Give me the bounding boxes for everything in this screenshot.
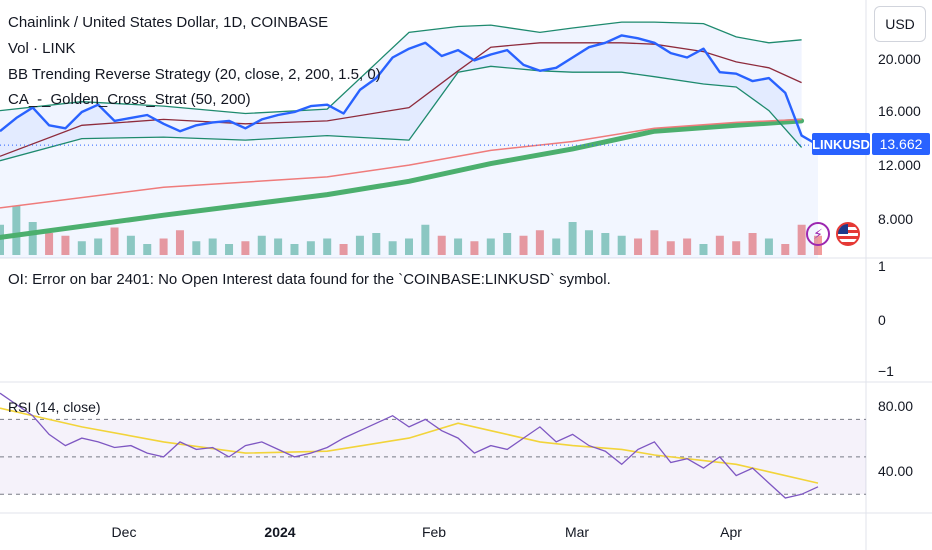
volume-bar — [241, 241, 250, 255]
volume-bar — [290, 244, 299, 255]
volume-bar — [666, 241, 675, 255]
volume-bar — [175, 230, 184, 255]
volume-bar — [28, 222, 37, 255]
volume-bars — [0, 205, 822, 255]
price-area — [0, 35, 818, 259]
rsi-ma-line — [0, 407, 819, 484]
symbol-tag: LINKUSD — [812, 133, 870, 155]
volume-bar — [372, 233, 381, 255]
volume-bar — [355, 235, 364, 255]
volume-bar — [748, 233, 757, 255]
sma-200-line — [0, 118, 802, 209]
oi-tick: 1 — [878, 258, 886, 274]
volume-bar — [454, 238, 463, 255]
oi-tick: −1 — [878, 363, 894, 379]
volume-bar — [552, 238, 561, 255]
golden-cross-ma-line — [0, 118, 805, 240]
price-series-lines — [0, 21, 819, 240]
volume-bar — [503, 233, 512, 255]
volume-bar — [94, 238, 103, 255]
volume-bar — [0, 224, 4, 255]
volume-bar — [617, 235, 626, 255]
volume-bar — [584, 230, 593, 255]
bb-strategy-legend[interactable]: BB Trending Reverse Strategy (20, close,… — [8, 66, 381, 83]
bb-band-area — [0, 22, 802, 161]
volume-bar — [437, 235, 446, 255]
volume-bar — [405, 238, 413, 255]
time-tick-2024: 2024 — [264, 524, 296, 540]
rsi-band-background — [0, 418, 866, 495]
volume-bar — [45, 233, 54, 255]
rsi-tick: 40.00 — [878, 463, 914, 479]
oi-error-message: OI: Error on bar 2401: No Open Interest … — [8, 271, 611, 288]
volume-bar — [208, 238, 217, 255]
currency-button[interactable]: USD — [874, 6, 926, 42]
volume-bar — [764, 238, 773, 255]
volume-bar — [12, 205, 21, 255]
oi-tick: 0 — [878, 312, 886, 328]
price-tick: 16.000 — [878, 103, 921, 119]
volume-bar — [192, 241, 201, 255]
time-tick-dec: Dec — [111, 524, 137, 540]
price-tick: 12.000 — [878, 157, 921, 173]
golden-cross-legend[interactable]: CA_-_Golden_Cross_Strat (50, 200) — [8, 91, 251, 108]
volume-bar — [699, 244, 708, 255]
volume-bar — [715, 235, 724, 255]
volume-bar — [421, 224, 430, 255]
volume-bar — [306, 241, 315, 255]
bb-upper-line — [0, 21, 802, 115]
volume-bar — [470, 241, 479, 255]
flash-icon[interactable]: ⚡ — [806, 222, 830, 246]
volume-bar — [110, 227, 119, 255]
volume-bar — [61, 235, 70, 255]
volume-bar — [519, 235, 528, 255]
volume-bar — [634, 238, 643, 255]
volume-bar — [535, 230, 544, 255]
volume-bar — [126, 235, 135, 255]
rsi-tick: 80.00 — [878, 398, 914, 414]
bb-band-fill — [0, 22, 818, 259]
volume-bar — [683, 238, 692, 255]
volume-bar — [159, 238, 168, 255]
volume-bar — [568, 222, 577, 255]
bb-lower-line — [0, 65, 803, 162]
volume-bar — [781, 244, 790, 255]
rsi-line — [0, 392, 819, 499]
volume-bar — [257, 235, 266, 255]
last-price-tag: 13.662 — [872, 133, 930, 155]
rsi-legend[interactable]: RSI (14, close) — [8, 399, 101, 415]
bb-basis-line — [0, 42, 802, 157]
price-line — [0, 34, 819, 147]
time-tick-mar: Mar — [564, 524, 590, 540]
price-tick: 8.000 — [878, 211, 914, 227]
volume-bar — [77, 241, 86, 255]
volume-bar — [388, 241, 397, 255]
volume-bar — [650, 230, 659, 255]
volume-bar — [797, 224, 806, 255]
volume-legend[interactable]: Vol · LINK — [8, 40, 76, 57]
volume-bar — [225, 244, 234, 255]
us-flag-icon[interactable] — [836, 222, 860, 246]
volume-bar — [143, 244, 152, 255]
time-tick-apr: Apr — [720, 524, 742, 540]
volume-bar — [339, 244, 348, 255]
volume-bar — [274, 238, 283, 255]
volume-bar — [486, 238, 495, 255]
time-tick-feb: Feb — [421, 524, 447, 540]
rsi-lines — [0, 392, 819, 499]
chart-title: Chainlink / United States Dollar, 1D, CO… — [8, 14, 329, 31]
volume-bar — [323, 238, 332, 255]
volume-bar — [601, 233, 610, 255]
price-tick: 20.000 — [878, 51, 921, 67]
volume-bar — [732, 241, 741, 255]
